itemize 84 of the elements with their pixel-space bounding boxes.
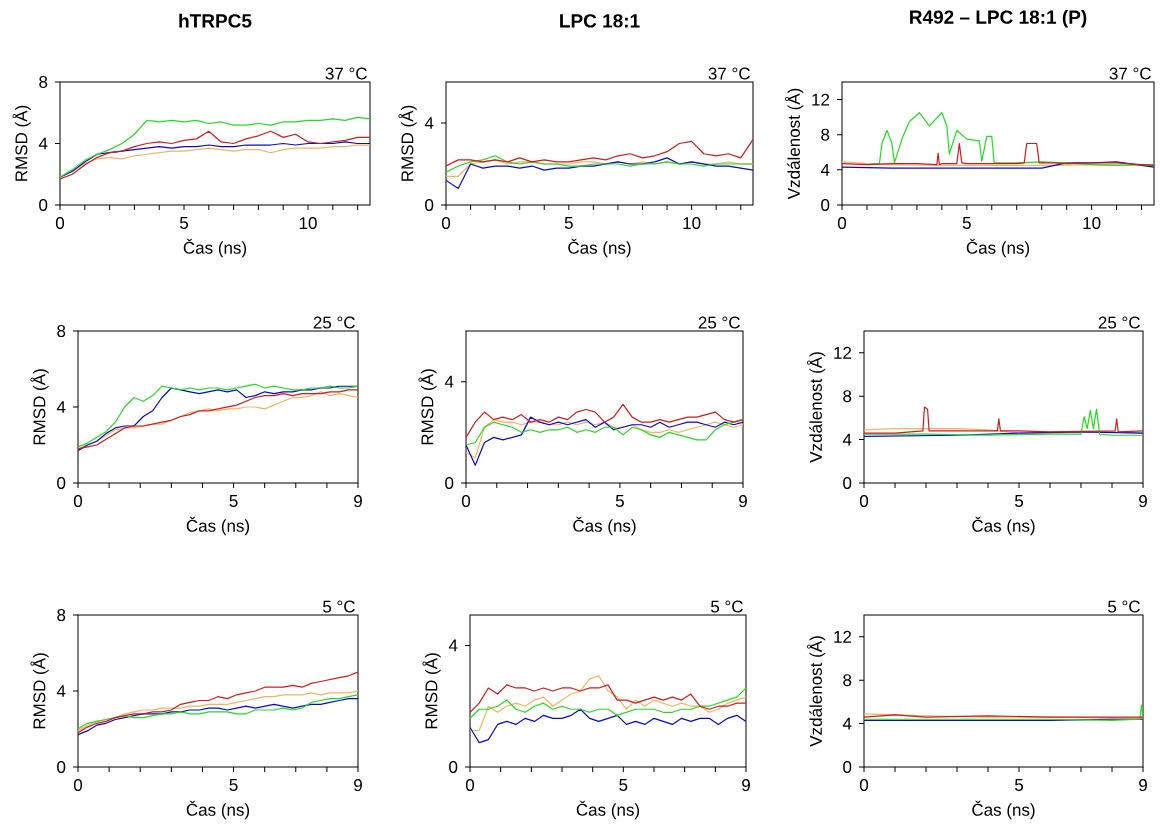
x-tick-label: 9 — [742, 779, 750, 792]
x-axis-title: Čas (ns) — [186, 516, 250, 536]
x-tick-label: 5 — [962, 217, 971, 229]
y-axis-title: RMSD (Å) — [418, 369, 437, 445]
x-tick-label: 9 — [739, 495, 747, 508]
x-tick-label: 0 — [465, 779, 475, 792]
y-tick-label: 0 — [445, 476, 454, 489]
x-tick-label: 5 — [615, 495, 624, 507]
chart-subtitle: 5 °C — [711, 600, 743, 613]
y-axis-title: Vzdálenost (Å) — [784, 88, 804, 200]
x-tick-label: 5 — [229, 495, 238, 507]
x-tick-label: 0 — [461, 495, 471, 508]
x-axis-title: Čas (ns) — [972, 516, 1035, 536]
x-tick-label: 10 — [299, 217, 317, 230]
y-tick-label: 0 — [821, 198, 830, 211]
y-tick-label: 8 — [39, 75, 48, 88]
y-tick-label: 12 — [834, 630, 852, 643]
chart-subtitle: 37 °C — [1109, 67, 1151, 80]
x-tick-label: 0 — [73, 779, 83, 792]
x-tick-label: 9 — [354, 779, 362, 792]
x-tick-label: 5 — [1014, 779, 1024, 791]
y-tick-label: 0 — [843, 476, 852, 490]
y-axis-title: RMSD (Å) — [12, 105, 31, 181]
chart-title: hTRPC5 — [179, 13, 252, 28]
x-tick-label: 5 — [229, 779, 238, 791]
chart-subtitle: 5 °C — [1108, 600, 1140, 613]
line-series — [470, 684, 746, 713]
y-tick-label: 4 — [842, 433, 852, 446]
y-tick-label: 8 — [843, 674, 852, 687]
y-tick-label: 8 — [57, 324, 66, 337]
y-tick-label: 0 — [57, 476, 66, 490]
y-axis-title: RMSD (Å) — [30, 369, 49, 445]
chart-subtitle: 25 °C — [1098, 316, 1140, 329]
x-tick-label: 9 — [354, 495, 362, 508]
y-tick-label: 4 — [448, 639, 458, 652]
x-tick-label: 9 — [1139, 495, 1147, 508]
y-tick-label: 8 — [57, 608, 66, 622]
y-tick-label: 4 — [38, 137, 48, 150]
line-series — [60, 116, 371, 178]
y-tick-label: 4 — [444, 375, 454, 388]
y-tick-label: 0 — [449, 760, 458, 773]
y-tick-label: 8 — [843, 390, 852, 403]
line-series — [466, 403, 744, 438]
y-axis-title: Vzdálenost (Å) — [806, 352, 826, 463]
chart-subtitle: 37 °C — [708, 67, 750, 80]
y-tick-label: 12 — [834, 346, 852, 359]
x-tick-label: 5 — [1014, 495, 1024, 507]
y-tick-label: 0 — [843, 761, 852, 774]
y-axis-title: RMSD (Å) — [30, 653, 49, 729]
x-tick-label: 0 — [859, 495, 869, 508]
x-axis-title: Čas (ns) — [186, 800, 250, 820]
chart-title: LPC 18:1 — [560, 14, 640, 28]
x-axis-title: Čas (ns) — [972, 800, 1035, 820]
x-axis-title: Čas (ns) — [573, 516, 636, 536]
chart-subtitle: 37 °C — [325, 67, 367, 80]
y-axis-title: RMSD (Å) — [398, 105, 417, 181]
y-tick-label: 4 — [842, 717, 852, 730]
x-tick-label: 5 — [619, 779, 628, 791]
y-tick-label: 4 — [424, 117, 434, 129]
x-tick-label: 10 — [683, 217, 701, 230]
x-tick-label: 5 — [179, 217, 189, 229]
x-tick-label: 9 — [1139, 779, 1147, 792]
x-axis-title: Čas (ns) — [576, 800, 640, 820]
chart-subtitle: 25 °C — [313, 316, 355, 329]
x-tick-label: 0 — [73, 495, 83, 508]
chart-subtitle: 25 °C — [698, 316, 740, 329]
chart-title: R492 – LPC 18:1 (P) — [910, 9, 1087, 28]
x-tick-label: 10 — [1083, 217, 1101, 230]
chart-subtitle: 5 °C — [323, 600, 355, 613]
y-tick-label: 0 — [57, 761, 66, 774]
y-tick-label: 4 — [820, 164, 830, 176]
x-tick-label: 5 — [564, 217, 573, 229]
y-tick-label: 4 — [56, 401, 66, 413]
x-tick-label: 0 — [859, 779, 869, 792]
y-tick-label: 0 — [39, 198, 48, 211]
x-axis-title: Čas (ns) — [966, 238, 1030, 258]
y-axis-title: RMSD (Å) — [422, 653, 441, 729]
y-tick-label: 8 — [821, 128, 830, 141]
y-tick-label: 12 — [812, 93, 830, 106]
line-series — [446, 138, 754, 167]
y-axis-title: Vzdálenost (Å) — [806, 636, 826, 747]
x-axis-title: Čas (ns) — [183, 238, 247, 258]
y-tick-label: 4 — [56, 685, 66, 697]
x-axis-title: Čas (ns) — [568, 238, 631, 258]
